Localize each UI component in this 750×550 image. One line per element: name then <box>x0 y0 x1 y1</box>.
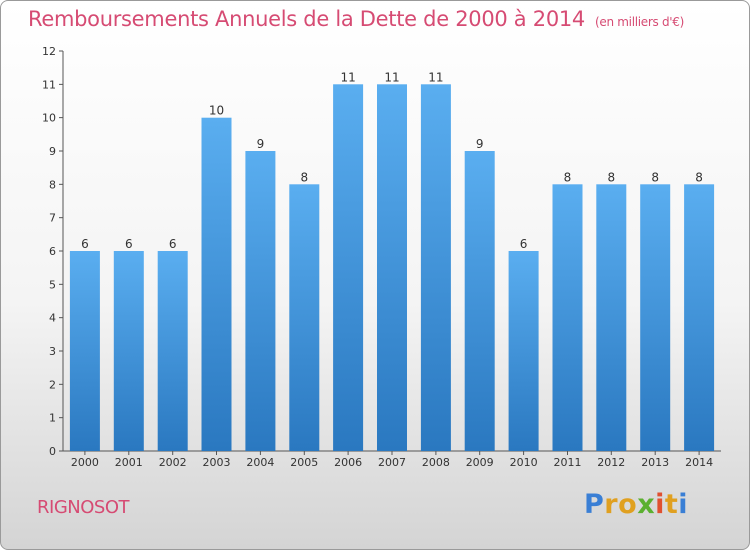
y-tick-label: 0 <box>49 445 56 458</box>
data-label-2011: 8 <box>564 170 572 184</box>
logo-letter: r <box>604 489 619 520</box>
data-label-2000: 6 <box>81 237 89 251</box>
bar-2010 <box>508 251 539 451</box>
logo-letter: x <box>637 489 656 520</box>
y-tick-label: 5 <box>49 278 56 291</box>
y-tick-label: 11 <box>42 78 56 91</box>
proxiti-logo: Proxiti <box>584 489 688 520</box>
data-label-2013: 8 <box>651 170 659 184</box>
bar-2002 <box>157 251 188 451</box>
logo-letter: t <box>664 489 679 520</box>
y-tick-label: 10 <box>42 112 56 125</box>
bar-2007 <box>377 84 407 452</box>
bar-2004 <box>245 151 276 451</box>
data-label-2004: 9 <box>257 137 265 151</box>
data-label-2005: 8 <box>300 170 308 184</box>
bar-2013 <box>640 184 671 452</box>
data-label-2014: 8 <box>695 170 703 184</box>
bar-2005 <box>289 184 320 452</box>
logo-letter: i <box>655 489 665 520</box>
bar-2009 <box>464 151 495 451</box>
data-label-2006: 11 <box>340 70 355 84</box>
bar-2011 <box>552 184 583 452</box>
y-tick-label: 2 <box>49 378 56 391</box>
y-tick-label: 4 <box>49 312 56 325</box>
data-label-2012: 8 <box>607 170 615 184</box>
x-tick-label: 2008 <box>422 456 450 469</box>
y-tick-label: 9 <box>49 145 56 158</box>
x-tick-label: 2007 <box>378 456 406 469</box>
x-tick-label: 2004 <box>246 456 274 469</box>
y-tick-label: 12 <box>42 45 56 58</box>
logo-letter: i <box>678 489 689 520</box>
x-tick-label: 2009 <box>466 456 494 469</box>
x-tick-label: 2003 <box>203 456 231 469</box>
logo-letter: o <box>618 489 638 520</box>
bar-2000 <box>69 251 100 451</box>
data-label-2007: 11 <box>384 70 399 84</box>
y-tick-label: 1 <box>49 412 56 425</box>
x-tick-label: 2014 <box>685 456 713 469</box>
data-label-2002: 6 <box>169 237 177 251</box>
bar-2008 <box>420 84 451 452</box>
x-tick-label: 2013 <box>641 456 669 469</box>
x-tick-label: 2011 <box>554 456 582 469</box>
x-tick-label: 2010 <box>510 456 538 469</box>
place-name: RIGNOSOT <box>37 497 130 518</box>
bar-2006 <box>333 84 364 452</box>
x-tick-label: 2005 <box>290 456 318 469</box>
data-label-2003: 10 <box>209 104 224 118</box>
data-label-2009: 9 <box>476 137 484 151</box>
bar-2003 <box>201 117 232 451</box>
logo-letter: P <box>584 489 605 520</box>
y-tick-label: 7 <box>49 212 56 225</box>
y-tick-label: 6 <box>49 245 56 258</box>
bar-2014 <box>684 184 715 452</box>
data-label-2008: 11 <box>428 70 443 84</box>
chart-title: Remboursements Annuels de la Dette de 20… <box>28 7 684 31</box>
bar-2012 <box>596 184 627 452</box>
bar-2001 <box>113 251 144 451</box>
chart-title-text: Remboursements Annuels de la Dette de 20… <box>28 7 585 31</box>
x-tick-label: 2002 <box>159 456 187 469</box>
y-tick-label: 3 <box>49 345 56 358</box>
y-tick-label: 8 <box>49 178 56 191</box>
x-tick-label: 2006 <box>334 456 362 469</box>
x-tick-label: 2000 <box>71 456 99 469</box>
data-label-2010: 6 <box>520 237 528 251</box>
x-tick-label: 2012 <box>597 456 625 469</box>
bars: 6 6 6 10 9 8 11 11 11 9 6 8 8 8 8 <box>69 70 715 452</box>
data-label-2001: 6 <box>125 237 133 251</box>
chart-subtitle: (en milliers d'€) <box>595 15 685 29</box>
x-tick-label: 2001 <box>115 456 143 469</box>
